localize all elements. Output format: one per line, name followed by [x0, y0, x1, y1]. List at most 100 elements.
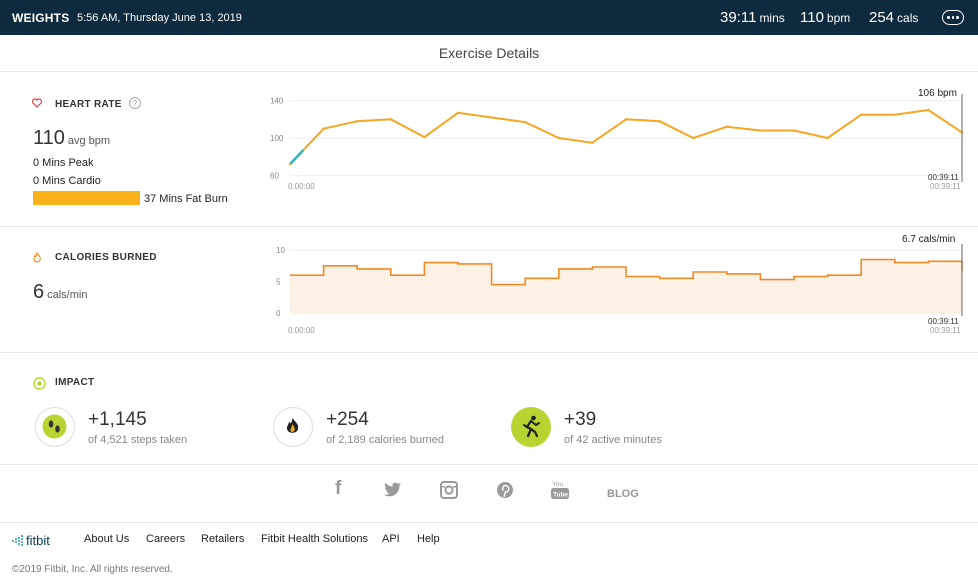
fat-burn-zone: 37 Mins Fat Burn [144, 193, 228, 205]
svg-text:Tube: Tube [553, 492, 568, 499]
steps-badge [35, 407, 75, 447]
cal-y-tick: 0 [276, 309, 281, 318]
flame-small-icon [33, 252, 41, 263]
hr-point [591, 141, 594, 144]
divider [0, 71, 978, 72]
fitbit-logo-text: fitbit [26, 533, 50, 548]
calories-unit: cals/min [47, 289, 88, 301]
heart-icon [32, 98, 42, 108]
hr-line [289, 109, 963, 165]
active-minutes-impact-sub: of 42 active minutes [564, 434, 662, 446]
duration-stat: 39:11 mins [720, 9, 785, 26]
cal-area-fill [290, 259, 962, 313]
avg-heart-rate: 110 avg bpm [33, 127, 110, 150]
hr-y-tick: 100 [270, 134, 284, 143]
footer-link-help[interactable]: Help [417, 533, 440, 545]
footer-link-about-us[interactable]: About Us [84, 533, 130, 545]
target-icon [33, 377, 46, 390]
cardio-zone: 0 Mins Cardio [33, 175, 101, 187]
cals-value: 254 [869, 9, 895, 26]
hr-point [524, 120, 527, 124]
hr-end-time: 00:39:11 [928, 173, 959, 182]
cal-y-tick: 10 [276, 246, 285, 255]
bpm-value: 110 [800, 9, 824, 26]
facebook-icon[interactable]: f [335, 478, 342, 499]
cal-end-time-axis: 00:39:11 [930, 326, 961, 335]
hr-point [658, 120, 661, 123]
more-dots-icon[interactable] [942, 10, 964, 25]
footer-link-health-solutions[interactable]: Fitbit Health Solutions [261, 533, 368, 545]
footer-link-retailers[interactable]: Retailers [201, 533, 245, 545]
impact-label: IMPACT [55, 377, 95, 388]
divider [0, 464, 978, 465]
calories-per-minute: 6 cals/min [33, 281, 87, 304]
calories-impact-sub: of 2,189 calories burned [326, 434, 445, 446]
cals-stat: 254 cals [869, 9, 918, 26]
divider [0, 352, 978, 353]
hr-point [356, 120, 359, 123]
cal-end-time: 00:39:11 [928, 317, 959, 326]
peak-zone: 0 Mins Peak [33, 157, 94, 169]
calories-value: 6 [33, 281, 45, 303]
hr-point [624, 118, 628, 121]
calories-badge [273, 407, 313, 447]
calories-readout: 6.7 cals/min [902, 234, 956, 245]
copyright: ©2019 Fitbit, Inc. All rights reserved. [12, 564, 173, 575]
calories-burned-label: CALORIES BURNED [55, 252, 157, 263]
hr-point [725, 125, 728, 128]
hr-low-segment [289, 149, 305, 165]
activity-datetime: 5:56 AM, Thursday June 13, 2019 [77, 12, 242, 24]
fat-burn-bar [33, 191, 140, 205]
hr-point [893, 113, 896, 116]
help-icon[interactable]: ? [129, 97, 141, 109]
fitbit-logo[interactable]: fitbit [12, 533, 50, 548]
cal-y-tick: 5 [276, 278, 281, 287]
hr-point [792, 129, 796, 132]
blog-link[interactable]: BLOG [607, 488, 639, 500]
hr-point [490, 116, 493, 119]
hr-point [826, 136, 829, 140]
hr-point [692, 136, 695, 140]
hr-point [927, 108, 930, 112]
heart-rate-label: HEART RATE [55, 99, 122, 110]
divider [0, 522, 978, 523]
avg-heart-rate-unit: avg bpm [67, 135, 111, 147]
instagram-icon[interactable] [440, 481, 458, 499]
runner-icon [523, 415, 540, 438]
calories-impact-value: +254 [326, 409, 369, 430]
bpm-stat: 110 bpm [800, 9, 850, 26]
fitbit-dots-icon [12, 535, 23, 546]
footsteps-icon [42, 414, 67, 439]
hr-point [456, 111, 460, 114]
heart-rate-chart[interactable]: 60 100 140 [268, 92, 968, 190]
cal-step-line [290, 258, 963, 286]
cal-start-time: 0:00:00 [288, 326, 315, 335]
cals-unit: cals [897, 11, 919, 25]
hr-y-tick: 60 [270, 171, 279, 180]
hr-point [423, 135, 426, 139]
twitter-icon[interactable] [384, 482, 402, 497]
youtube-icon[interactable]: You Tube [550, 479, 570, 500]
hr-y-tick: 140 [270, 97, 284, 106]
hr-end-time-axis: 00:39:11 [930, 182, 961, 191]
steps-impact-value: +1,145 [88, 409, 147, 430]
flame-icon [280, 414, 305, 439]
duration-value: 39:11 [720, 9, 757, 26]
calories-chart[interactable]: 0 5 10 [268, 242, 968, 318]
hr-start-time: 0:00:00 [288, 182, 315, 191]
hr-point [288, 162, 292, 166]
exercise-header-bar: WEIGHTS 5:56 AM, Thursday June 13, 2019 … [0, 0, 978, 35]
pinterest-icon[interactable] [496, 481, 514, 499]
bpm-unit: bpm [826, 11, 851, 25]
active-minutes-impact-value: +39 [564, 409, 597, 430]
avg-heart-rate-value: 110 [33, 127, 65, 149]
footer-link-api[interactable]: API [382, 533, 400, 545]
activity-name: WEIGHTS [12, 11, 70, 25]
svg-text:You: You [552, 481, 563, 488]
steps-impact-sub: of 4,521 steps taken [88, 434, 188, 446]
hr-point [759, 129, 762, 132]
footer-link-careers[interactable]: Careers [146, 533, 186, 545]
hr-point [389, 118, 392, 121]
hr-point [322, 127, 325, 130]
heart-rate-readout: 106 bpm [918, 88, 957, 99]
